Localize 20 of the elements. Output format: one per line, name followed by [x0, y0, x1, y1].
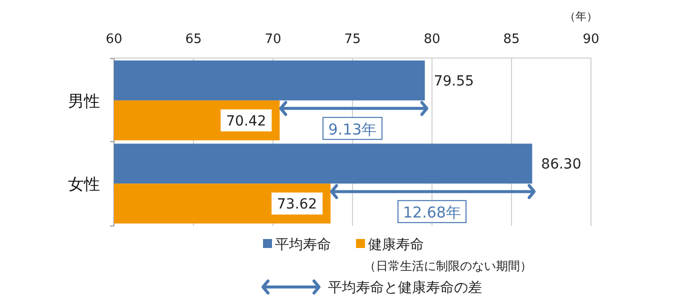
data-label: 79.55 [434, 73, 474, 90]
y-tick-label: 女性 [68, 174, 100, 194]
text: （日常生活に制限のない期間） [364, 259, 532, 273]
x-tick-label: 85 [503, 32, 520, 47]
annotation: 12.68年 [403, 204, 461, 222]
y-tick-label: 男性 [68, 91, 100, 110]
x-tick-label: 70 [264, 32, 282, 47]
x-tick-label: 80 [424, 32, 440, 47]
x-tick-label: 75 [344, 32, 361, 47]
legend-label: 健康寿命 [368, 237, 424, 253]
data-label: 73.62 [277, 196, 318, 213]
x-axis-title: （年） [564, 10, 598, 23]
data-label: 70.42 [226, 113, 266, 130]
text: 平均寿命と健康寿命の差 [328, 280, 482, 296]
x-tick-label: 65 [185, 32, 202, 47]
legend-label: 平均寿命 [275, 237, 331, 253]
annotation: 9.13年 [328, 120, 377, 138]
x-tick-label: 90 [582, 32, 600, 47]
x-tick-label: 60 [106, 32, 122, 47]
data-label: 86.30 [541, 156, 582, 173]
